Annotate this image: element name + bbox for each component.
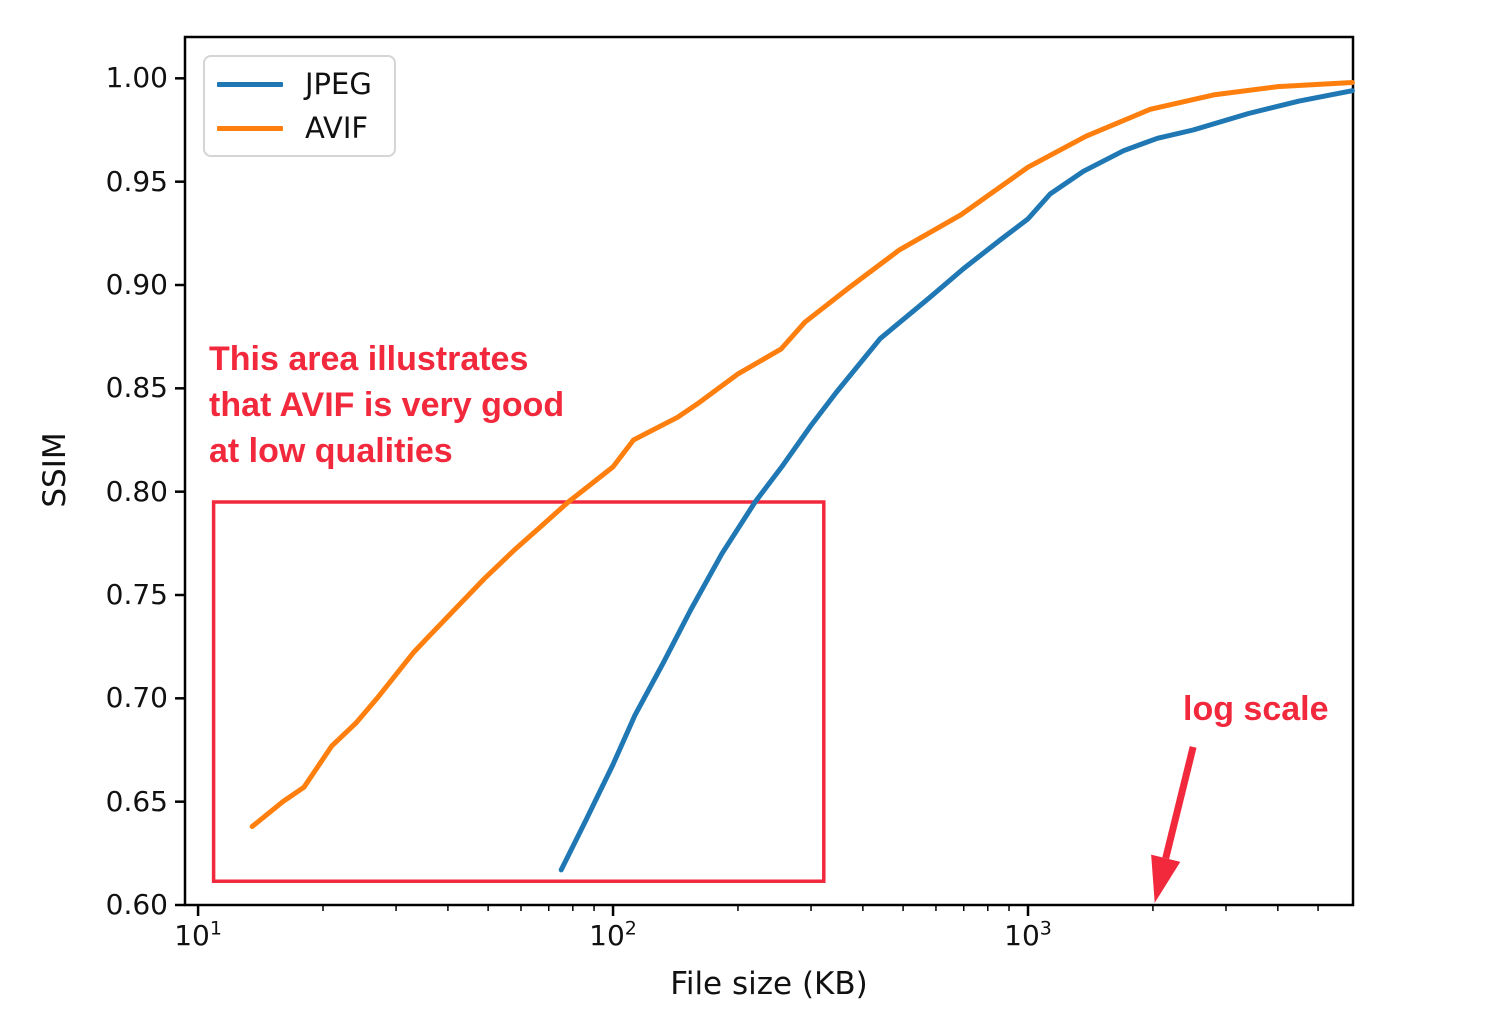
x-axis-title: File size (KB) <box>670 966 868 1002</box>
legend-item-avif: AVIF <box>205 111 394 145</box>
legend-label-jpeg: JPEG <box>305 67 372 101</box>
avif-curve <box>249 80 1355 829</box>
x-tick-label: 102 <box>589 917 637 952</box>
x-tick-label: 101 <box>174 917 222 952</box>
y-tick-label: 0.90 <box>105 268 168 301</box>
highlight-box <box>211 500 826 883</box>
log-scale-annotation: log scale <box>1183 690 1329 728</box>
y-axis-title: SSIM <box>37 432 73 508</box>
annotation-note-line: This area illustrates <box>209 340 529 378</box>
annotation-note-line: at low qualities <box>209 432 453 470</box>
y-tick-label: 0.75 <box>105 578 168 611</box>
annotation-note: This area illustrates that AVIF is very … <box>209 336 564 474</box>
y-tick-label: 0.80 <box>105 474 168 508</box>
legend: JPEG AVIF <box>203 55 396 157</box>
jpeg-curve <box>558 88 1355 873</box>
arrow-head <box>1151 854 1181 903</box>
y-tick-label: 0.65 <box>105 784 168 818</box>
legend-label-avif: AVIF <box>305 111 369 145</box>
y-tick-label: 0.60 <box>105 888 168 921</box>
jpeg-line-swatch <box>217 81 283 87</box>
x-tick-label: 103 <box>1004 917 1052 952</box>
avif-line-swatch <box>217 125 283 131</box>
legend-item-jpeg: JPEG <box>205 67 394 101</box>
y-tick-label: 0.95 <box>105 164 168 198</box>
axes-frame <box>183 35 1355 907</box>
y-tick-label: 0.70 <box>105 681 168 715</box>
arrow-shaft <box>1162 746 1197 860</box>
y-tick-label: 1.00 <box>105 61 168 95</box>
y-tick-label: 0.85 <box>105 371 168 405</box>
annotation-note-line: that AVIF is very good <box>209 386 565 424</box>
